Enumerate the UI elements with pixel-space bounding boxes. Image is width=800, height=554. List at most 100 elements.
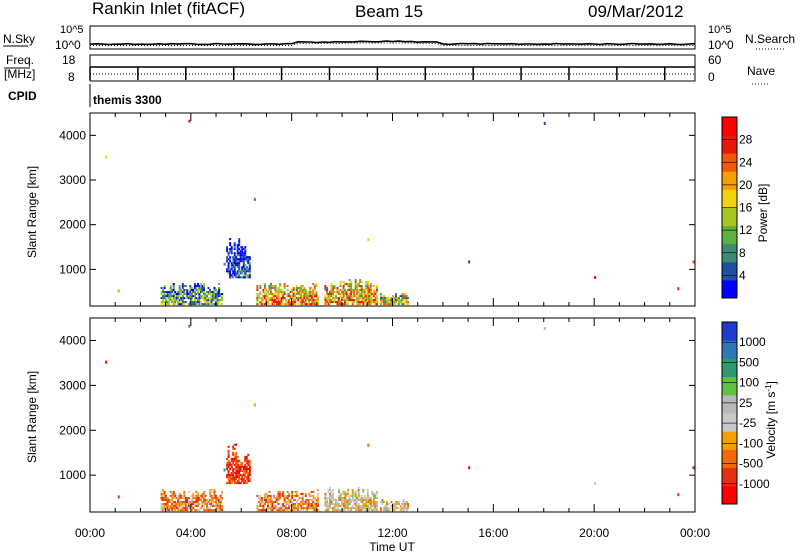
scatter-cell (285, 501, 288, 503)
scatter-cell (332, 289, 334, 291)
scatter-cell (216, 301, 219, 304)
scatter-cell (354, 507, 357, 510)
scatter-cell (345, 499, 348, 501)
scatter-cell (282, 509, 285, 512)
scatter-cell (233, 256, 236, 259)
scatter-cell (356, 287, 359, 289)
scatter-cell (339, 499, 342, 501)
scatter-cell (360, 497, 363, 499)
scatter-cell (304, 299, 307, 302)
scatter-cell (395, 297, 397, 300)
scatter-cell (365, 299, 368, 302)
scatter-cell (348, 289, 351, 291)
scatter-cell (335, 505, 337, 507)
scatter-cell (350, 295, 353, 298)
scatter-cell (196, 501, 199, 503)
scatter-cell (379, 501, 382, 503)
scatter-cell (363, 289, 366, 291)
scatter-cell (351, 499, 354, 501)
scatter-cell (359, 289, 362, 291)
scatter-cell (186, 289, 189, 291)
scatter-cell (330, 497, 333, 499)
scatter-cell (193, 301, 196, 304)
scatter-cell (207, 301, 210, 304)
scatter-cell (233, 443, 236, 446)
scatter-cell (244, 274, 247, 277)
scatter-cell (219, 503, 222, 505)
scatter-cell (350, 499, 353, 501)
scatter-cell (235, 256, 238, 259)
scatter-cell (292, 507, 295, 510)
scatter-cell (238, 474, 241, 477)
scatter-cell (338, 301, 341, 304)
scatter-cell (309, 295, 312, 298)
scatter-cell (206, 503, 208, 505)
scatter-cell (274, 301, 277, 304)
scatter-cell (366, 281, 369, 283)
scatter-cell (196, 283, 199, 285)
scatter-cell (184, 505, 187, 507)
scatter-cell (395, 299, 397, 302)
scatter-cell (204, 301, 207, 304)
scatter-cell (262, 503, 265, 505)
scatter-cell (283, 497, 286, 499)
scatter-cell (282, 492, 285, 495)
colorbar-swatch (722, 189, 737, 208)
colorbar-swatch (722, 485, 737, 505)
scatter-cell (365, 283, 368, 285)
scatter-cell (263, 492, 266, 495)
scatter-cell (297, 293, 300, 295)
scatter-cell (215, 503, 217, 505)
scatter-cell (172, 501, 175, 503)
scatter-cell (351, 490, 354, 493)
scatter-cell (232, 270, 235, 273)
scatter-cell (344, 505, 347, 507)
scatter-cell (339, 497, 342, 499)
scatter-cell (186, 507, 189, 510)
scatter-cell (207, 303, 210, 306)
scatter-cell (221, 297, 224, 300)
scatter-cell (301, 291, 304, 293)
scatter-cell (274, 497, 277, 499)
scatter-cell (332, 509, 334, 512)
scatter-cell (263, 297, 266, 300)
scatter-cell (242, 478, 245, 481)
scatter-cell (371, 501, 374, 503)
scatter-cell (196, 289, 199, 291)
scatter-cell (212, 299, 214, 302)
scatter-cell (350, 283, 353, 285)
scatter-cell (262, 289, 265, 291)
scatter-cell (374, 507, 377, 510)
scatter-cell (227, 272, 230, 275)
scatter-cell (280, 509, 283, 512)
scatter-cell (375, 507, 378, 510)
velocity-colorbar-label-close: ] (764, 381, 778, 384)
scatter-cell (276, 301, 278, 304)
scatter-cell (192, 497, 195, 499)
scatter-cell (385, 509, 388, 512)
scatter-cell (336, 509, 339, 512)
scatter-cell (263, 295, 266, 298)
scatter-cell (230, 252, 233, 255)
scatter-cell (389, 299, 391, 302)
scatter-cell (276, 507, 278, 510)
scatter-cell (402, 501, 405, 503)
scatter-cell (286, 295, 289, 298)
scatter-cell (288, 301, 291, 304)
scatter-cell (177, 291, 180, 293)
scatter-cell (215, 293, 217, 295)
scatter-cell (219, 299, 222, 302)
scatter-cell (174, 301, 177, 304)
scatter-cell (399, 295, 402, 298)
scatter-cell (244, 463, 247, 466)
scatter-cell (360, 499, 363, 501)
scatter-cell (183, 509, 186, 512)
scatter-cell (201, 303, 204, 306)
scatter-cell (193, 303, 196, 306)
scatter-cell (239, 470, 242, 472)
scatter-cell (244, 457, 247, 460)
scatter-cell (347, 301, 350, 304)
scatter-cell (375, 505, 378, 507)
scatter-cell (372, 295, 375, 298)
scatter-cell (274, 507, 277, 510)
